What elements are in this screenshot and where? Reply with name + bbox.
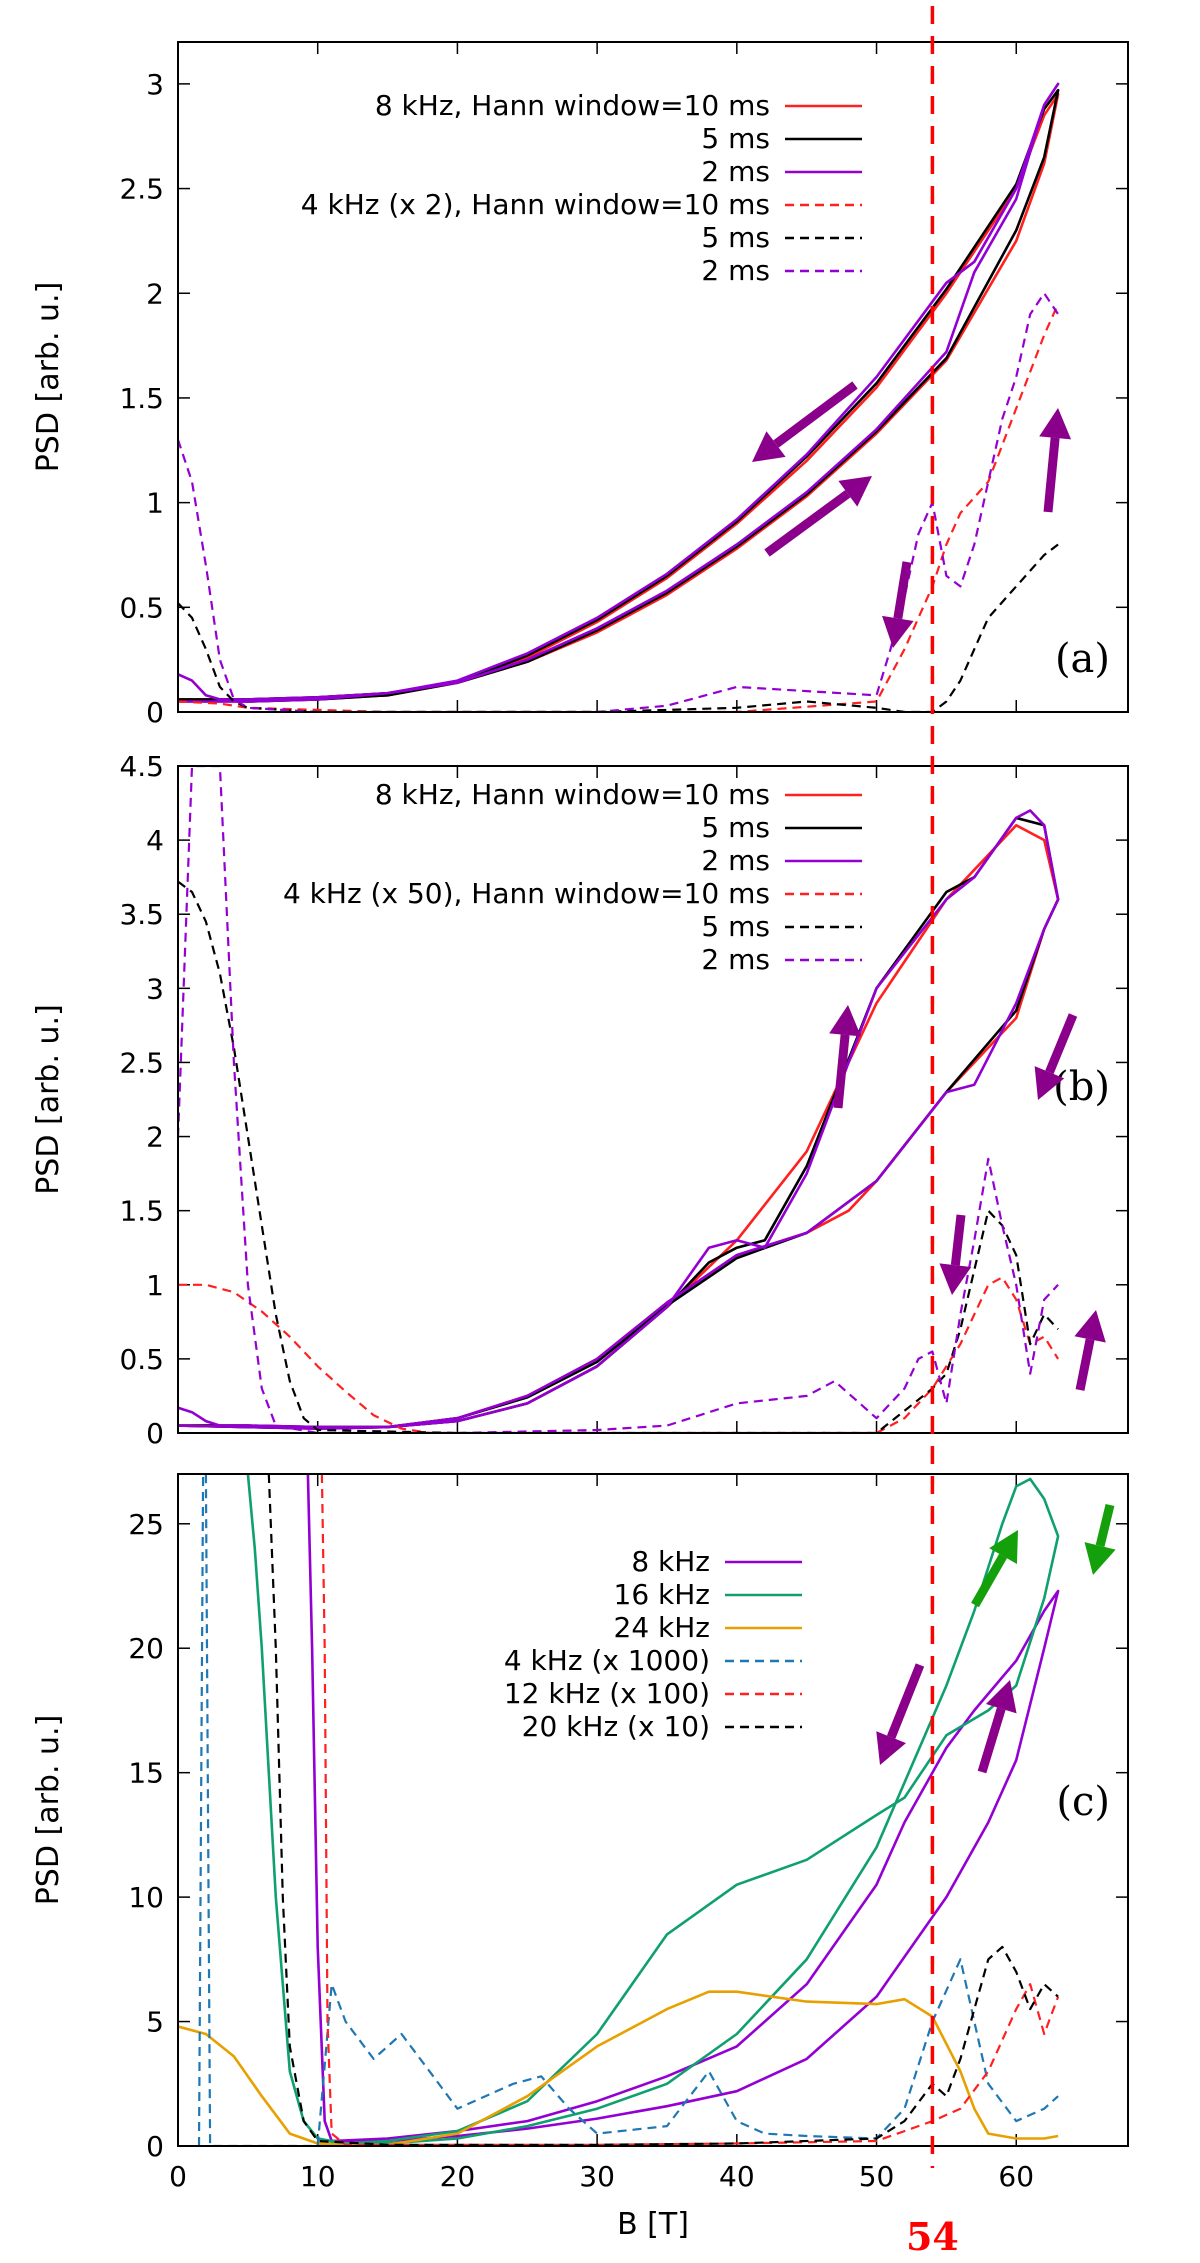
series-line [178,543,1059,712]
series-group [178,1474,1060,2146]
ytick-label: 0 [146,2130,164,2163]
legend-label: 2 ms [701,155,770,188]
sweep-up-arrow-icon [977,1680,1017,1774]
ytick-label: 4.5 [119,750,164,783]
plot-frame [177,765,1129,1434]
sweep-up-arrow-icon [829,1005,862,1109]
sweep-down-arrow-icon [876,1663,925,1765]
legend-label: 5 ms [701,811,770,844]
xtick-label: 60 [998,2160,1034,2193]
x-axis-label: B [T] [617,2207,689,2242]
panel-label: (c) [1056,1779,1110,1825]
series-group [178,82,1060,712]
series-line [178,303,1060,712]
ytick-label: 5 [146,2006,164,2039]
legend-label: 8 kHz, Hann window=10 ms [375,778,770,811]
xtick-label: 50 [859,2160,895,2193]
series-line [178,93,1060,703]
ytick-label: 1 [146,1269,164,1302]
ytick-label: 0 [146,696,164,729]
panel-label: (a) [1055,636,1110,682]
xtick-label: 0 [169,2160,187,2193]
xtick-label: 10 [300,2160,336,2193]
y-axis-label: PSD [arb. u.] [31,1715,66,1906]
legend-label: 4 kHz (x 2), Hann window=10 ms [301,188,770,221]
series-line [178,88,1060,703]
legend-label: 12 kHz (x 100) [504,1677,710,1710]
sweep-down-arrow-icon [1084,1503,1116,1575]
ytick-label: 2.5 [119,173,164,206]
ytick-label: 25 [128,1508,164,1541]
ytick-label: 2.5 [119,1046,164,1079]
ytick-label: 1.5 [119,1195,164,1228]
legend-label: 2 ms [701,844,770,877]
sweep-up-arrow-icon [971,1530,1018,1608]
legend-label: 4 kHz (x 1000) [504,1644,710,1677]
sweep-down-arrow-icon [1034,1013,1078,1100]
series-group [178,766,1060,1433]
sweep-down-arrow-icon [882,561,914,648]
ytick-label: 0.5 [119,591,164,624]
ytick-label: 2 [146,277,164,310]
legend-label: 2 ms [701,254,770,287]
ytick-label: 3 [146,68,164,101]
series-line [178,880,1059,1433]
y-axis-label: PSD [arb. u.] [31,1004,66,1195]
series-line [178,82,1060,703]
series-line [246,1474,1060,2145]
sweep-down-arrow-icon [939,1214,972,1295]
series-line [178,292,1060,712]
ytick-label: 4 [146,824,164,857]
legend-label: 8 kHz, Hann window=10 ms [375,89,770,122]
panel-1: 00.511.522.538 kHz, Hann window=10 ms5 m… [31,41,1129,729]
panel-label: (b) [1053,1064,1110,1110]
ytick-label: 10 [128,1881,164,1914]
legend-label: 5 ms [701,910,770,943]
legend-label: 2 ms [701,943,770,976]
sweep-up-arrow-icon [1039,408,1072,513]
ytick-label: 3 [146,972,164,1005]
series-line [178,766,1059,1433]
sweep-down-arrow-icon [752,381,858,462]
legend-label: 8 kHz [631,1545,710,1578]
series-line [178,1276,1060,1433]
sweep-up-arrow-icon [1074,1310,1106,1391]
series-line [320,1474,1060,2146]
ytick-label: 1.5 [119,382,164,415]
ytick-label: 1 [146,487,164,520]
plot-frame [177,1473,1129,2147]
series-line [178,1990,1059,2146]
legend-label: 20 kHz (x 10) [522,1710,710,1743]
ytick-label: 3.5 [119,898,164,931]
legend-label: 5 ms [701,221,770,254]
xtick-label: 30 [579,2160,615,2193]
ytick-label: 0 [146,1417,164,1450]
xtick-label: 20 [440,2160,476,2193]
legend-label: 4 kHz (x 50), Hann window=10 ms [283,877,770,910]
series-line [178,823,1060,1430]
xtick-label: 40 [719,2160,755,2193]
ytick-label: 15 [128,1757,164,1790]
legend-label: 5 ms [701,122,770,155]
series-line [267,1474,1059,2146]
vertical-marker-label: 54 [906,2214,959,2259]
sweep-up-arrow-icon [764,476,872,557]
ytick-label: 2 [146,1121,164,1154]
legend-label: 16 kHz [614,1578,711,1611]
legend-label: 24 kHz [614,1611,711,1644]
ytick-label: 20 [128,1632,164,1665]
series-line [178,809,1060,1430]
plot-frame [177,41,1129,713]
ytick-label: 0.5 [119,1343,164,1376]
panel-2: 0 0.5 1 1.5 2 2.5 3 3.5 4 4.5 8 kHz, Hann window=1… [31,750,1129,1450]
y-axis-label: PSD [arb. u.] [31,282,66,473]
